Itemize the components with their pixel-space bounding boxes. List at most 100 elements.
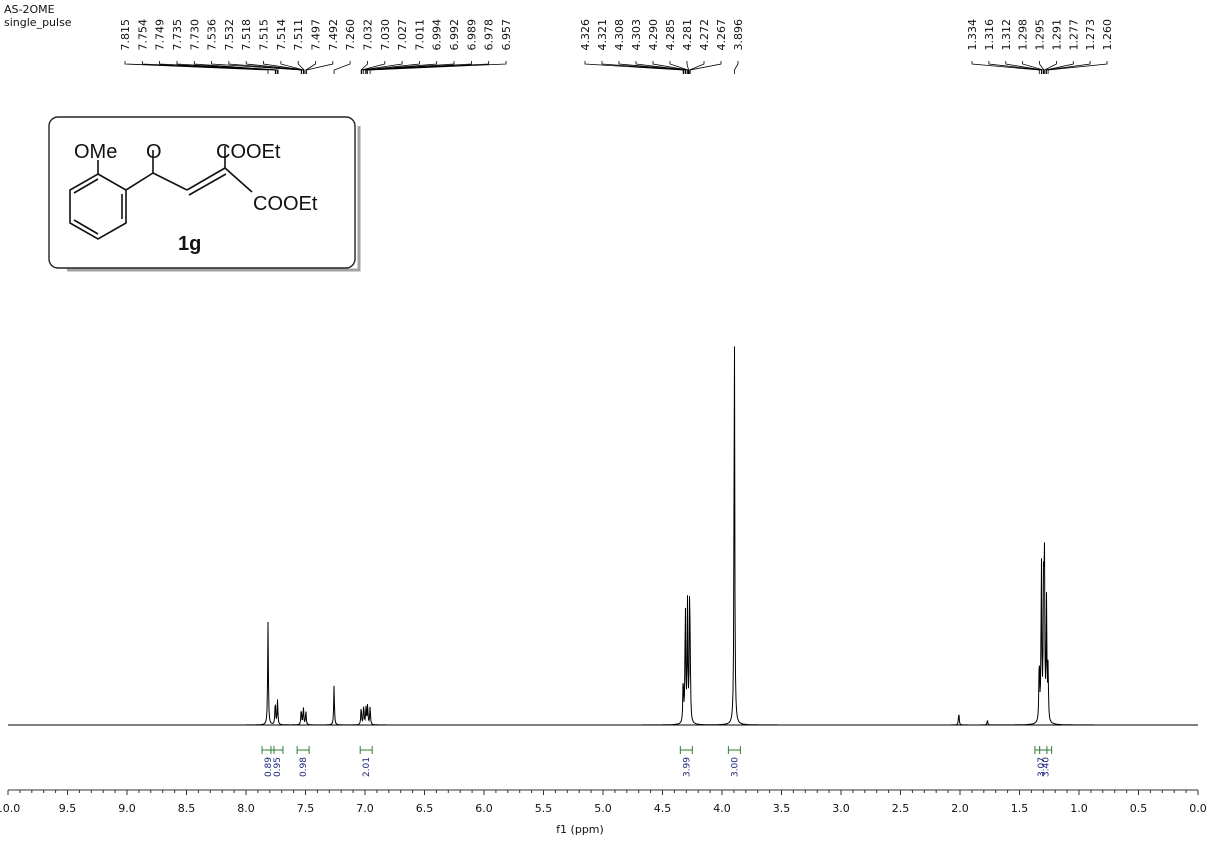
integral-value: 3.00 <box>730 757 740 777</box>
peak-leader <box>365 61 472 74</box>
peak-label: 7.532 <box>223 19 236 51</box>
peak-label: 4.285 <box>664 19 677 51</box>
peak-leader <box>618 61 686 74</box>
peak-label: 6.994 <box>431 19 444 51</box>
peak-label: 7.515 <box>258 19 271 51</box>
peak-leader <box>176 61 278 74</box>
x-tick-label: 3.0 <box>832 802 850 815</box>
x-tick-label: 5.0 <box>594 802 612 815</box>
integral-value: 3.07 <box>1037 757 1047 777</box>
peak-label: 4.321 <box>596 19 609 51</box>
peak-leader <box>971 61 1040 74</box>
integral-value: 0.89 <box>264 757 274 777</box>
peak-leader <box>686 61 689 74</box>
peak-leader <box>689 61 722 74</box>
peak-leader <box>988 61 1042 74</box>
structure-bonds <box>69 146 253 240</box>
x-tick-label: 5.5 <box>535 802 553 815</box>
ester-bottom: COOEt <box>253 193 318 215</box>
peak-label: 7.492 <box>327 19 340 51</box>
peak-label: 4.290 <box>647 19 660 51</box>
peak-leader <box>333 61 351 74</box>
x-tick-label: 4.0 <box>713 802 731 815</box>
peak-label: 7.011 <box>413 19 426 51</box>
x-axis-label: f1 (ppm) <box>556 823 604 836</box>
peak-leader <box>689 61 705 74</box>
peak-label-layer: 7.815 7.754 7.749 7.735 7.730 7.536 7.532 7.518… <box>119 19 1114 74</box>
peak-leader <box>584 61 684 74</box>
peak-label: 4.272 <box>698 19 711 51</box>
peak-leader <box>1005 61 1043 74</box>
compound-label: 1g <box>178 233 201 255</box>
x-tick-label: 7.0 <box>356 802 374 815</box>
peak-leader <box>1039 61 1045 74</box>
peak-label: 7.030 <box>379 19 392 51</box>
x-tick-label: 4.5 <box>654 802 672 815</box>
peak-label: 6.992 <box>448 19 461 51</box>
peak-leader <box>1045 61 1074 74</box>
integral-value: 0.95 <box>273 757 283 777</box>
peak-label: 7.735 <box>171 19 184 51</box>
peak-label: 1.316 <box>983 19 996 51</box>
peak-label: 1.291 <box>1050 19 1063 51</box>
peak-leader <box>159 61 277 74</box>
peak-label: 7.815 <box>119 19 132 51</box>
x-tick-label: 8.0 <box>237 802 255 815</box>
peak-leader <box>363 61 420 74</box>
peak-label: 1.277 <box>1067 19 1080 51</box>
peak-label: 4.308 <box>613 19 626 51</box>
peak-leader <box>652 61 688 74</box>
peak-leader <box>734 61 739 74</box>
x-tick-label: 1.0 <box>1070 802 1088 815</box>
experiment-name: single_pulse <box>4 16 72 29</box>
sample-name: AS-2OME <box>4 3 55 16</box>
peak-label: 7.514 <box>275 19 288 51</box>
peak-label: 3.896 <box>732 19 745 51</box>
peak-leader <box>1046 61 1091 74</box>
peak-leader <box>228 61 303 74</box>
peak-leader <box>1047 61 1108 74</box>
peak-label: 1.260 <box>1101 19 1114 51</box>
peak-label: 6.989 <box>465 19 478 51</box>
peak-label: 7.032 <box>362 19 375 51</box>
peak-leader <box>635 61 687 74</box>
peak-leader <box>361 61 403 74</box>
peak-label: 6.978 <box>483 19 496 51</box>
peak-leader <box>1044 61 1057 74</box>
peak-leader <box>124 61 269 74</box>
x-tick-label: 0.0 <box>1189 802 1207 815</box>
integral-value: 3.99 <box>682 757 692 777</box>
peak-label: 7.730 <box>188 19 201 51</box>
structure-frame <box>48 116 356 269</box>
peak-label: 1.295 <box>1034 19 1047 51</box>
x-tick-label: 9.0 <box>118 802 136 815</box>
x-axis-ticks: 10.0 9.5 9.0 8.5 8.0 7.5 7.0 6.5 6.0 5.5 5.0 4.5 4.0… <box>0 790 1207 815</box>
peak-label: 1.334 <box>966 19 979 51</box>
x-tick-label: 6.0 <box>475 802 493 815</box>
x-tick-label: 6.5 <box>416 802 434 815</box>
structure-box: OMe O COOEt COOEt 1g <box>48 116 361 272</box>
peak-label: 6.957 <box>500 19 513 51</box>
x-tick-label: 2.5 <box>892 802 910 815</box>
peak-leader <box>305 61 316 74</box>
peak-label: 7.536 <box>206 19 219 51</box>
peak-label: 4.326 <box>579 19 592 51</box>
x-tick-label: 0.5 <box>1130 802 1148 815</box>
x-tick-label: 10.0 <box>0 802 20 815</box>
x-tick-label: 7.5 <box>297 802 315 815</box>
structure-shadow <box>67 126 361 272</box>
x-tick-label: 3.5 <box>773 802 791 815</box>
peak-leader <box>280 61 305 74</box>
peak-label: 7.749 <box>154 19 167 51</box>
methoxy-group: OMe <box>74 141 117 163</box>
ester-top: COOEt <box>216 141 281 163</box>
integral-value: 3.40 <box>1042 757 1052 777</box>
x-tick-label: 8.5 <box>178 802 196 815</box>
peak-leader <box>297 61 305 74</box>
peak-label: 1.273 <box>1084 19 1097 51</box>
peak-label: 7.497 <box>310 19 323 51</box>
peak-leader <box>601 61 685 74</box>
peak-label: 1.312 <box>1000 19 1013 51</box>
x-tick-label: 2.0 <box>951 802 969 815</box>
